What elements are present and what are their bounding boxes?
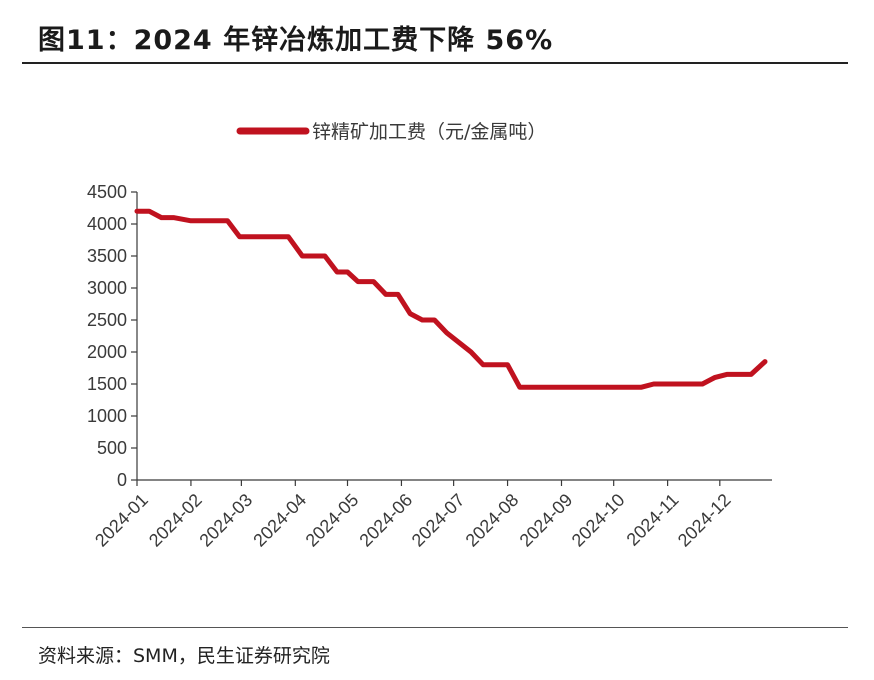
x-tick-label: 2024-12 — [674, 490, 735, 551]
y-tick-label: 500 — [97, 438, 127, 458]
x-tick-label: 2024-07 — [408, 490, 469, 551]
y-tick-label: 1500 — [87, 374, 127, 394]
line-chart: 锌精矿加工费（元/金属吨） 0 500 1000 1500 2000 2500 3000 35… — [87, 121, 772, 551]
series-layer — [134, 208, 768, 390]
y-tick-label: 4500 — [87, 182, 127, 202]
x-tick-label: 2024-09 — [516, 490, 577, 551]
footer-divider — [22, 627, 848, 628]
x-tick-label: 2024-11 — [623, 490, 683, 550]
figure-title: 图11：2024 年锌冶炼加工费下降 56% — [38, 25, 554, 56]
y-axis: 0 500 1000 1500 2000 2500 3000 3500 4000 4500 — [87, 182, 138, 490]
x-tick-label: 2024-02 — [145, 490, 206, 551]
x-tick-label: 2024-01 — [91, 490, 152, 551]
y-tick-label: 3500 — [87, 246, 127, 266]
x-axis: 2024-012024-022024-032024-042024-052024-… — [91, 479, 772, 551]
y-tick-label: 0 — [117, 470, 127, 490]
x-tick-label: 2024-04 — [249, 490, 310, 551]
y-tick-label: 2500 — [87, 310, 127, 330]
x-tick-label: 2024-06 — [355, 490, 416, 551]
y-tick-label: 4000 — [87, 214, 127, 234]
chart-legend: 锌精矿加工费（元/金属吨） — [236, 121, 546, 143]
x-tick-label: 2024-10 — [568, 490, 629, 551]
y-tick-label: 2000 — [87, 342, 127, 362]
title-divider — [22, 62, 848, 64]
series-line-zinc-tc — [134, 208, 768, 390]
y-tick-label: 1000 — [87, 406, 127, 426]
legend-label: 锌精矿加工费（元/金属吨） — [312, 121, 546, 143]
source-note: 资料来源：SMM，民生证券研究院 — [38, 645, 330, 667]
x-tick-label: 2024-08 — [462, 490, 523, 551]
x-tick-label: 2024-03 — [195, 490, 256, 551]
y-tick-label: 3000 — [87, 278, 127, 298]
x-tick-label: 2024-05 — [302, 490, 363, 551]
